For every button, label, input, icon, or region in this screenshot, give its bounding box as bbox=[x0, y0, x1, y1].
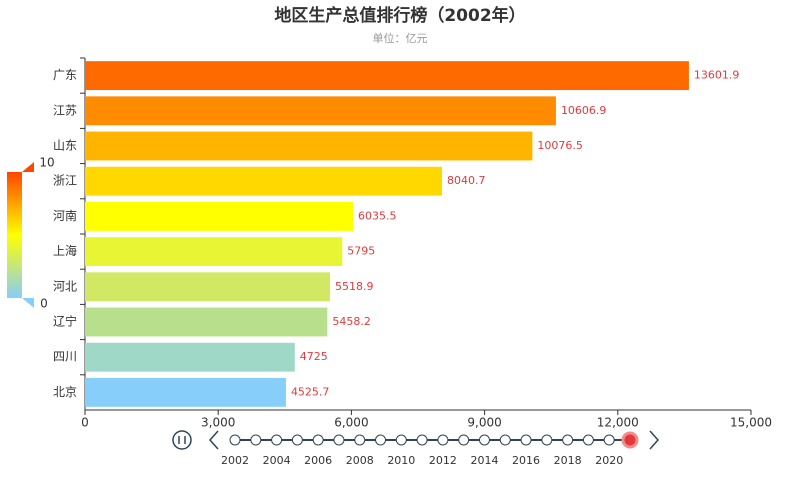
timeline-point[interactable] bbox=[229, 434, 241, 446]
timeline-point[interactable] bbox=[271, 434, 283, 446]
timeline-label[interactable]: 2008 bbox=[346, 454, 374, 467]
timeline-point[interactable] bbox=[582, 434, 594, 446]
y-tick-label: 山东 bbox=[53, 139, 77, 153]
bar bbox=[85, 166, 443, 196]
chart-subtitle: 单位：亿元 bbox=[373, 31, 428, 45]
bar bbox=[85, 342, 295, 372]
bar bbox=[85, 131, 533, 161]
timeline-point[interactable] bbox=[312, 434, 324, 446]
timeline-label[interactable]: 2016 bbox=[512, 454, 540, 467]
bar bbox=[85, 377, 286, 407]
timeline-point[interactable] bbox=[333, 434, 345, 446]
value-label: 10606.9 bbox=[561, 104, 607, 117]
x-tick-label: 3,000 bbox=[201, 416, 235, 430]
chart-title: 地区生产总值排行榜（2002年） bbox=[274, 5, 525, 26]
y-tick-label: 浙江 bbox=[53, 174, 77, 188]
timeline-label[interactable]: 2012 bbox=[429, 454, 457, 467]
timeline-label[interactable]: 2018 bbox=[554, 454, 582, 467]
x-tick-label: 12,000 bbox=[597, 416, 639, 430]
timeline-point[interactable] bbox=[520, 434, 532, 446]
visual-map-bar bbox=[7, 172, 22, 298]
next-button[interactable] bbox=[649, 430, 660, 450]
bar bbox=[85, 237, 343, 267]
timeline-point[interactable] bbox=[437, 434, 449, 446]
value-label: 5458.2 bbox=[332, 315, 371, 328]
timeline-point[interactable] bbox=[250, 434, 262, 446]
value-label: 4525.7 bbox=[291, 385, 330, 398]
bar bbox=[85, 272, 331, 302]
timeline-point[interactable] bbox=[541, 434, 553, 446]
y-tick-label: 河南 bbox=[53, 208, 77, 223]
y-tick-label: 广东 bbox=[53, 68, 77, 82]
timeline-point[interactable] bbox=[478, 434, 490, 446]
timeline-label[interactable]: 2010 bbox=[387, 454, 415, 467]
value-label: 5795 bbox=[347, 245, 375, 258]
timeline-label[interactable]: 2014 bbox=[470, 454, 498, 467]
bar bbox=[85, 96, 556, 126]
y-tick-label: 四川 bbox=[53, 350, 77, 364]
timeline-point[interactable] bbox=[354, 434, 366, 446]
value-label: 8040.7 bbox=[447, 174, 486, 187]
y-tick-label: 辽宁 bbox=[53, 314, 77, 329]
bar bbox=[85, 201, 353, 231]
value-label: 5518.9 bbox=[335, 280, 374, 293]
timeline-label[interactable]: 2006 bbox=[304, 454, 332, 467]
timeline-point[interactable] bbox=[395, 434, 407, 446]
visual-map-handle[interactable] bbox=[22, 162, 34, 172]
timeline-label[interactable]: 2002 bbox=[221, 454, 249, 467]
value-label: 13601.9 bbox=[694, 69, 740, 82]
timeline-point[interactable] bbox=[499, 434, 511, 446]
y-tick-label: 江苏 bbox=[53, 103, 77, 117]
x-tick-label: 6,000 bbox=[334, 416, 368, 430]
y-tick-label: 上海 bbox=[53, 243, 77, 258]
timeline-label[interactable]: 2004 bbox=[263, 454, 291, 467]
visual-map-max: 10 bbox=[39, 156, 54, 170]
value-label: 10076.5 bbox=[537, 139, 583, 152]
bar bbox=[85, 307, 328, 337]
y-tick-label: 河北 bbox=[53, 279, 77, 293]
timeline-current[interactable] bbox=[621, 431, 639, 449]
y-tick-label: 北京 bbox=[53, 385, 77, 399]
x-tick-label: 9,000 bbox=[467, 416, 501, 430]
timeline-point[interactable] bbox=[562, 434, 574, 446]
play-button[interactable] bbox=[172, 430, 192, 450]
value-label: 4725 bbox=[300, 350, 328, 363]
timeline-point[interactable] bbox=[416, 434, 428, 446]
prev-button[interactable] bbox=[208, 430, 219, 450]
timeline-point[interactable] bbox=[375, 434, 387, 446]
bar bbox=[85, 61, 689, 91]
visual-map-handle[interactable] bbox=[22, 298, 34, 308]
timeline-point[interactable] bbox=[458, 434, 470, 446]
timeline-label[interactable]: 2020 bbox=[595, 454, 623, 467]
pause-icon bbox=[178, 436, 186, 444]
visual-map-min: 0 bbox=[40, 297, 48, 311]
x-tick-label: 15,000 bbox=[730, 416, 772, 430]
x-tick-label: 0 bbox=[81, 416, 89, 430]
timeline-point[interactable] bbox=[603, 434, 615, 446]
value-label: 6035.5 bbox=[358, 209, 397, 222]
timeline-point[interactable] bbox=[291, 434, 303, 446]
